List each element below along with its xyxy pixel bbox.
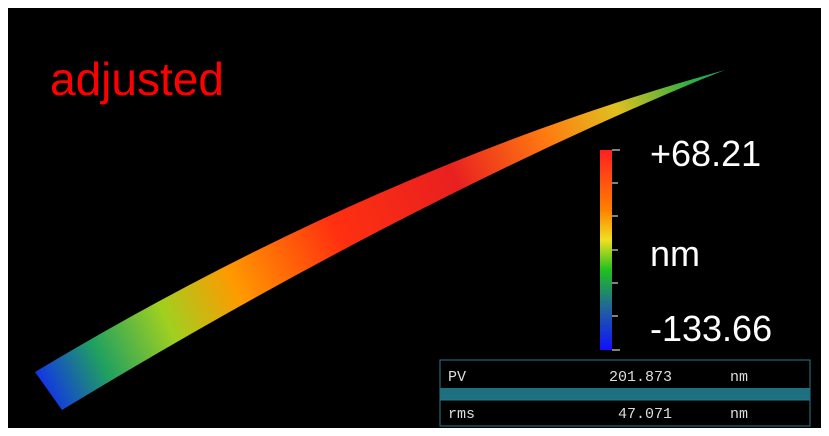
cell: 47.071: [618, 406, 672, 423]
colorbar-max: +68.21: [650, 133, 761, 174]
colorbar-min: -133.66: [650, 308, 772, 349]
colorbar-ticks: [612, 149, 620, 351]
stats-table: PV 201.873 nm rms 47.071 nm: [439, 359, 811, 427]
colorbar-unit: nm: [650, 233, 700, 274]
cell: rms: [448, 406, 475, 423]
surface-ribbon: [35, 70, 725, 410]
cell: PV: [448, 369, 466, 386]
cell: 201.873: [609, 369, 672, 386]
cell: nm: [730, 369, 748, 386]
colorbar: [600, 150, 612, 350]
cell: nm: [730, 406, 748, 423]
title-label: adjusted: [50, 53, 224, 105]
